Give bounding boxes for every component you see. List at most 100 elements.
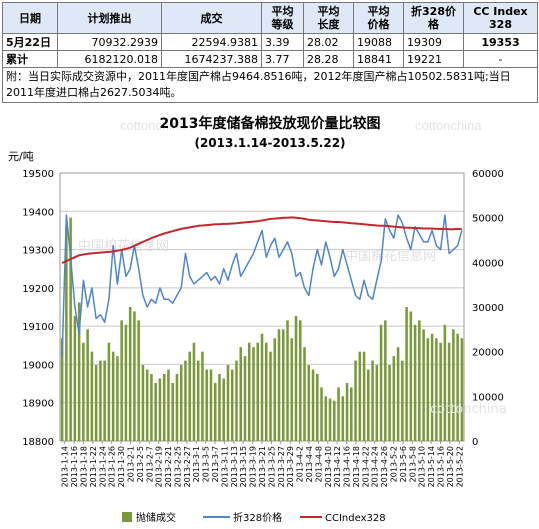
- bar: [367, 369, 370, 441]
- x-tick-label: 2013-5-22: [455, 446, 464, 487]
- row-deal: 1674237.388: [161, 50, 262, 68]
- row-price: 19088: [353, 33, 404, 51]
- bar: [179, 365, 183, 441]
- bar: [362, 351, 366, 441]
- bar: [333, 400, 336, 441]
- x-tick-label: 2013-4-16: [343, 446, 352, 487]
- row-length: 28.02: [303, 33, 354, 51]
- bar: [375, 365, 379, 441]
- bar: [226, 365, 230, 441]
- bar: [294, 315, 298, 441]
- summary-table: 日期 计划推出 成交 平均 等级 平均 长度 平均 价格 折328价 格 CC …: [2, 2, 538, 103]
- col-header-price: 平均 价格: [353, 2, 404, 34]
- y-axis-right: 0 10000 20000 30000 40000 50000 60000: [472, 169, 504, 448]
- bar: [452, 329, 455, 441]
- table-note: 附：当日实际成交资源中，2011年度国产棉占9464.8516吨，2012年度国…: [2, 67, 538, 103]
- bar: [60, 338, 64, 441]
- legend-swatch-bars: [122, 512, 132, 522]
- bar: [311, 369, 315, 441]
- row-plan: 6182120.018: [57, 50, 162, 68]
- x-axis: 2013-1-14 2013-1-16 2013-1-18 2013-1-22 2013…: [61, 441, 464, 487]
- bar: [111, 351, 115, 441]
- x-tick-label: 2013-2-27: [183, 446, 192, 487]
- bar: [247, 342, 251, 441]
- bar: [384, 320, 387, 441]
- y-tick-label-left: 19000: [22, 360, 54, 371]
- bar: [443, 324, 447, 441]
- bar: [430, 333, 434, 441]
- bar: [243, 356, 247, 441]
- bar: [192, 342, 196, 441]
- x-tick-label: 2013-4-4: [305, 446, 314, 482]
- bar: [281, 329, 285, 441]
- bar: [422, 329, 425, 441]
- chart-title: 2013年度储备棉投放现价量比较图: [160, 115, 381, 132]
- bar: [290, 338, 294, 441]
- bar: [137, 320, 140, 441]
- bar: [120, 320, 123, 441]
- bar: [145, 369, 149, 441]
- x-tick-label: 2013-5-10: [418, 446, 427, 487]
- bar: [201, 351, 204, 441]
- bar: [286, 320, 289, 441]
- x-tick-label: 2013-2-7: [145, 446, 154, 482]
- row-length: 28.28: [303, 50, 354, 68]
- y-tick-label-left: 19400: [22, 207, 54, 218]
- y-tick-label-left: 19300: [22, 246, 54, 257]
- bar: [162, 374, 166, 441]
- bar: [439, 342, 442, 441]
- bar: [141, 365, 145, 441]
- row-price: 18841: [353, 50, 404, 68]
- bar: [188, 351, 191, 441]
- x-tick-label: 2013-3-25: [267, 446, 276, 487]
- x-tick-label: 2013-3-19: [249, 446, 258, 487]
- bar: [379, 324, 383, 441]
- x-tick-label: 2013-4-18: [352, 446, 361, 487]
- series-line-p328: [61, 214, 463, 357]
- bar: [69, 217, 72, 441]
- bar: [307, 365, 311, 441]
- bar: [409, 311, 413, 441]
- x-tick-label: 2013-2-5: [136, 446, 145, 482]
- bar: [303, 347, 306, 441]
- y-tick-label-left: 18900: [22, 399, 54, 410]
- col-header-grade: 平均 等级: [261, 2, 304, 34]
- bar: [350, 387, 353, 441]
- bar: [218, 374, 221, 441]
- x-tick-label: 2013-3-29: [286, 446, 295, 487]
- bar: [298, 320, 302, 441]
- price-volume-chart: cottonchina cottonchina 2013年度储备棉投放现价量比较…: [8, 115, 507, 524]
- y-tick-label-right: 0: [472, 437, 478, 448]
- col-header-length: 平均 长度: [303, 2, 354, 34]
- x-tick-label: 2013-5-8: [408, 446, 417, 482]
- bar: [269, 351, 272, 441]
- bar: [354, 360, 357, 441]
- bar: [196, 360, 200, 441]
- bar: [324, 396, 328, 441]
- bar: [205, 369, 208, 441]
- x-tick-label: 2013-5-20: [446, 446, 455, 487]
- bar: [65, 226, 68, 441]
- x-tick-label: 2013-1-18: [79, 446, 88, 487]
- table-header-row: 日期 计划推出 成交 平均 等级 平均 长度 平均 价格 折328价 格 CC …: [2, 2, 538, 34]
- x-tick-label: 2013-4-8: [314, 446, 323, 482]
- bar: [239, 347, 243, 441]
- bar: [184, 360, 187, 441]
- bar: [447, 342, 451, 441]
- x-tick-label: 2013-3-11: [220, 446, 229, 487]
- bar: [128, 307, 132, 441]
- table-row: 累计 6182120.018 1674237.388 3.77 28.28 18…: [2, 50, 538, 68]
- bar: [316, 374, 319, 441]
- bar: [341, 396, 345, 441]
- row-date: 5月22日: [2, 33, 58, 51]
- x-tick-label: 2013-5-16: [437, 446, 446, 487]
- row-deal: 22594.9381: [161, 33, 262, 51]
- x-tick-label: 2013-5-14: [427, 446, 436, 487]
- x-tick-label: 2013-3-5: [202, 446, 211, 482]
- bar: [73, 315, 77, 441]
- row-p328: 19221: [403, 50, 464, 68]
- bar: [337, 387, 340, 441]
- x-tick-label: 2013-4-26: [380, 446, 389, 487]
- row-p328: 19309: [403, 33, 464, 51]
- x-tick-label: 2013-3-15: [239, 446, 248, 487]
